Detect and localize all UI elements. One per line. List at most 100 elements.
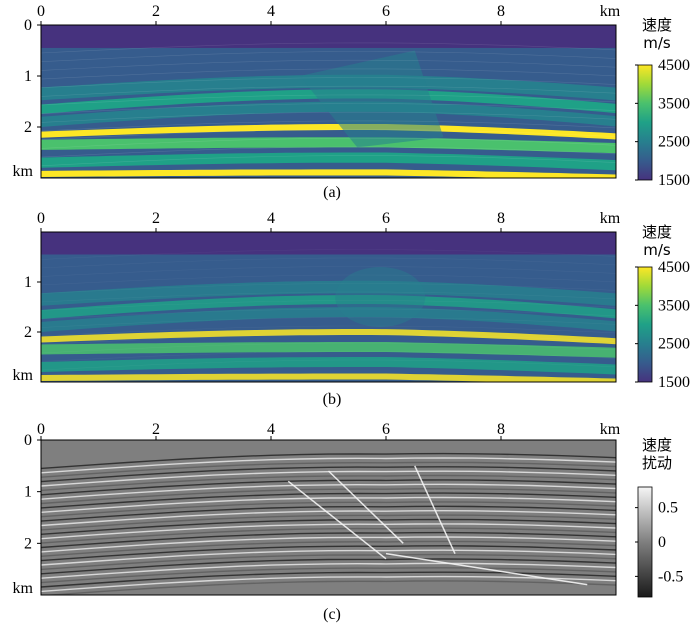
x-tick-label: 8 bbox=[497, 210, 505, 227]
reflector-line bbox=[41, 492, 616, 509]
y-unit-label: km bbox=[13, 580, 34, 597]
colorbar-tick-label: 0.5 bbox=[658, 500, 678, 517]
velocity-model-true: 0 2 4 6 8 km 0 1 2 km 4500 3500 2500 1500 速度m/s bbox=[13, 3, 690, 189]
x-tick-label: 4 bbox=[267, 421, 275, 438]
fault-line-3 bbox=[414, 465, 456, 554]
lamination-line bbox=[41, 137, 616, 149]
fault-line-4 bbox=[385, 552, 588, 586]
y-tick-label: 2 bbox=[24, 324, 32, 341]
reflector-line bbox=[41, 461, 616, 478]
layer-band-5 bbox=[41, 123, 616, 140]
x-unit-label: km bbox=[600, 421, 621, 438]
reflector-line bbox=[41, 474, 616, 492]
lamination-line bbox=[41, 291, 616, 303]
lamination-line bbox=[41, 266, 616, 277]
reflector-line bbox=[41, 531, 616, 549]
lamination-line bbox=[41, 308, 616, 320]
layer-band-2 bbox=[41, 280, 616, 306]
colorbar-title-line: 速度 bbox=[642, 436, 672, 454]
x-unit-label: km bbox=[600, 210, 621, 227]
reflector-line bbox=[41, 536, 616, 553]
heatmap-field bbox=[41, 440, 616, 595]
layer-band-7 bbox=[41, 152, 616, 171]
reflector-line bbox=[41, 540, 616, 557]
reflector-line bbox=[41, 549, 616, 566]
x-tick-label: 4 bbox=[267, 210, 275, 227]
colorbar-tick-label: -0.5 bbox=[658, 568, 683, 585]
lamination-line bbox=[41, 325, 616, 337]
lamination-line bbox=[41, 68, 616, 80]
lamination-line bbox=[41, 249, 616, 260]
reflector-line bbox=[41, 518, 616, 535]
colorbar-title-line: 速度 bbox=[642, 16, 672, 34]
panel-label-b: (b) bbox=[322, 391, 342, 408]
colorbar bbox=[637, 64, 653, 181]
fault-zone bbox=[299, 50, 444, 148]
reflector-line bbox=[41, 466, 616, 483]
plot-frame bbox=[40, 439, 617, 596]
lamination-line bbox=[41, 85, 616, 97]
reflector-line bbox=[41, 558, 616, 575]
x-tick-label: 6 bbox=[382, 210, 390, 227]
plot-frame bbox=[40, 24, 617, 179]
layer-band-1 bbox=[41, 54, 616, 82]
y-tick-label: 1 bbox=[24, 274, 32, 291]
lamination-line bbox=[41, 42, 616, 54]
reflector-line bbox=[41, 553, 616, 571]
layer-band-8 bbox=[41, 373, 616, 382]
reflector-line bbox=[41, 567, 616, 584]
plot-frame bbox=[40, 231, 617, 383]
layer-band-8 bbox=[41, 169, 616, 178]
colorbar-tick-label: 4500 bbox=[658, 259, 690, 276]
lamination-line bbox=[41, 129, 616, 141]
layer-band-4 bbox=[41, 307, 616, 332]
x-tick-label: 0 bbox=[37, 3, 45, 20]
heatmap-field bbox=[41, 232, 616, 382]
colorbar-title-line: 速度 bbox=[642, 223, 672, 241]
reflector-line bbox=[41, 527, 616, 544]
x-tick-label: 6 bbox=[382, 421, 390, 438]
lamination-line bbox=[41, 257, 616, 269]
reflector-line bbox=[41, 514, 616, 531]
reflector-line bbox=[41, 452, 616, 470]
y-tick-label: 1 bbox=[24, 68, 32, 85]
layer-band-1 bbox=[41, 260, 616, 288]
reflector-line bbox=[41, 479, 616, 496]
colorbar-tick-label: 4500 bbox=[658, 57, 690, 74]
lamination-line bbox=[41, 351, 616, 362]
y-tick-label: 0 bbox=[24, 432, 32, 449]
reflector-line bbox=[41, 457, 616, 474]
lamination-line bbox=[41, 111, 616, 123]
x-unit-label: km bbox=[600, 3, 621, 20]
colorbar-tick-label: 2500 bbox=[658, 134, 690, 151]
lamination-line bbox=[41, 77, 616, 88]
water-layer bbox=[41, 232, 616, 255]
reflector-line bbox=[41, 545, 616, 562]
colorbar-tick-label: 0 bbox=[658, 534, 666, 551]
reflector-line bbox=[41, 483, 616, 500]
x-tick-label: 2 bbox=[152, 210, 160, 227]
layer-band-7 bbox=[41, 357, 616, 375]
reflector-line bbox=[41, 575, 616, 593]
y-tick-label: 1 bbox=[24, 484, 32, 501]
panel-c: 0 2 4 6 8 km 0 1 2 km 0.5 0 -0.5 速度 扰动 (c) bbox=[0, 420, 700, 630]
x-tick-label: 8 bbox=[497, 3, 505, 20]
lamination-line bbox=[41, 342, 616, 354]
x-tick-label: 8 bbox=[497, 421, 505, 438]
fault-line-1 bbox=[287, 480, 387, 560]
reflector-line bbox=[42, 580, 616, 595]
fault-line-2 bbox=[327, 470, 404, 544]
panel-label-a: (a) bbox=[323, 184, 341, 201]
layer-band-6 bbox=[41, 342, 616, 358]
panel-label-c: (c) bbox=[323, 606, 341, 623]
reflector-line bbox=[41, 571, 616, 588]
colorbar-title-line: m/s bbox=[643, 34, 671, 52]
fault-zone bbox=[335, 267, 426, 327]
reflector-line bbox=[41, 501, 616, 518]
reflector-line bbox=[41, 523, 616, 540]
reflector-line bbox=[41, 496, 616, 513]
y-tick-label: 2 bbox=[24, 535, 32, 552]
lamination-line bbox=[41, 300, 616, 311]
lamination-line bbox=[41, 359, 616, 371]
